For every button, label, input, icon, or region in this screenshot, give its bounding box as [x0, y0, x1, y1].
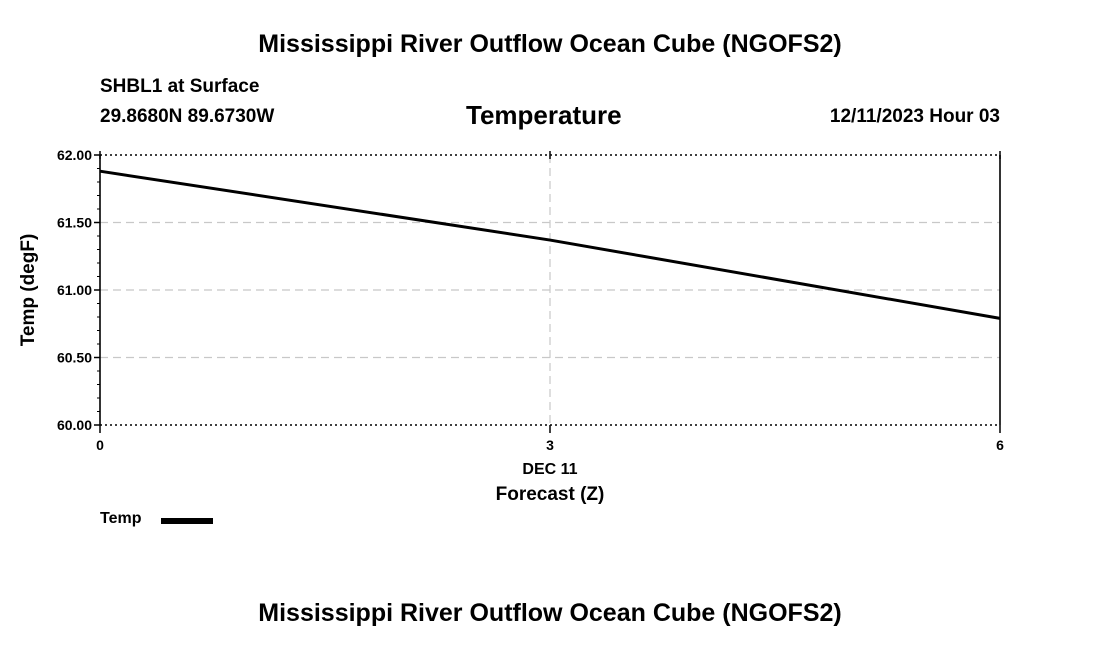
chart-title: Temperature — [466, 100, 622, 130]
page-title-bottom: Mississippi River Outflow Ocean Cube (NG… — [258, 599, 842, 627]
y-tick-label: 60.50 — [57, 350, 92, 366]
y-axis-title: Temp (degF) — [18, 234, 39, 347]
series-line-temp — [99, 169, 1001, 320]
y-tick-label: 61.00 — [57, 282, 92, 298]
legend-swatch — [161, 518, 213, 524]
legend-label: Temp — [100, 510, 142, 527]
station-label: SHBL1 at Surface — [100, 76, 260, 97]
page-title: Mississippi River Outflow Ocean Cube (NG… — [258, 30, 842, 58]
forecast-datetime: 12/11/2023 Hour 03 — [829, 106, 1000, 127]
axis-layer — [94, 151, 1001, 433]
y-tick-label: 61.50 — [57, 215, 92, 231]
x-axis-title: Forecast (Z) — [496, 484, 605, 505]
series-layer — [99, 169, 1001, 320]
station-coordinates: 29.8680N 89.6730W — [100, 106, 275, 127]
x-axis-date-label: DEC 11 — [522, 461, 577, 478]
x-tick-label: 0 — [96, 437, 104, 453]
x-tick-label: 3 — [546, 437, 554, 453]
y-tick-label: 62.00 — [57, 147, 92, 163]
grid-layer — [100, 154, 1000, 426]
y-tick-label: 60.00 — [57, 417, 92, 433]
x-tick-label: 6 — [996, 437, 1004, 453]
label-layer: 60.00 60.50 61.00 61.50 62.00 0 3 6 DEC 11 Foreca… — [18, 147, 1004, 505]
